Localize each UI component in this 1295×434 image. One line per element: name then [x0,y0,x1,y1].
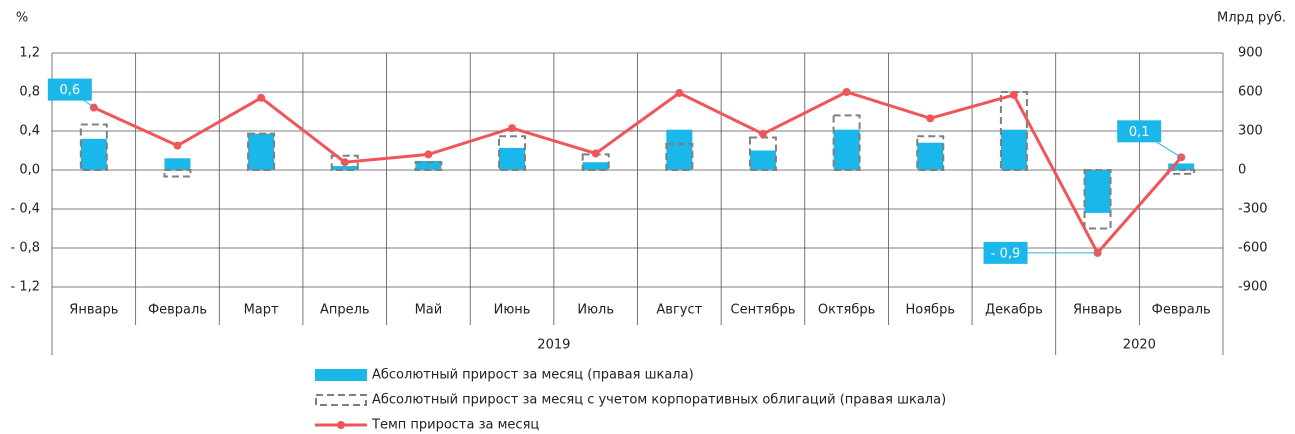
x-tick-label: Ноябрь [906,303,955,318]
y2-tick-label: 0 [1238,163,1246,178]
bar [582,162,609,170]
legend-swatch [315,394,367,406]
y2-tick-label: 300 [1238,124,1263,139]
x-tick-label: Февраль [148,303,207,318]
bar [666,129,693,170]
dashed-bar [79,123,108,171]
bar [1084,170,1111,213]
dashed-bar [163,169,192,178]
bar [749,150,776,170]
x-tick-label: Октябрь [818,303,875,318]
x-tick-label: Апрель [320,303,370,318]
label-box [47,78,92,101]
legend-swatch [315,369,367,381]
y2-unit-label: Млрд руб. [1217,11,1286,26]
bar [499,147,526,170]
bar [164,158,191,170]
y2-tick-label: 900 [1238,46,1263,61]
line-marker [424,150,433,159]
line-marker [1009,90,1018,99]
x-tick-label: Август [656,303,702,318]
group-label: 2020 [1123,338,1156,353]
dashed-bar [247,132,276,172]
label-box [983,241,1028,264]
label-box [1117,120,1162,143]
line-marker [675,88,684,97]
y2-tick-label: 600 [1238,85,1263,100]
y2-tick-label: -600 [1238,241,1268,256]
dashed-bar [832,114,861,171]
y-tick-label: 0,0 [19,163,40,178]
line [93,90,1183,256]
dashed-bar [1083,169,1112,230]
bar [1168,163,1195,170]
bar [833,129,860,170]
dashed-bar [665,143,694,171]
bar [1000,129,1027,170]
y2-tick-label: -900 [1238,280,1268,295]
line-marker [842,88,851,96]
y-tick-label: - 0,8 [11,241,41,256]
dashed-bar [414,161,443,171]
bar [331,166,358,170]
x-tick-label: Февраль [1152,303,1211,318]
x-tick-label: Декабрь [985,303,1043,318]
line-marker [173,141,182,150]
data-label: - 0,9 [991,246,1021,261]
y-tick-label: 0,8 [19,85,40,100]
y-tick-label: 1,2 [19,46,40,61]
legend-marker [337,421,345,429]
legend-label: Темп прироста за месяц [371,418,539,433]
bar [80,138,107,170]
x-tick-label: Июль [577,303,614,318]
x-tick-label: Январь [1073,303,1122,318]
data-label: 0,1 [1129,125,1150,140]
dashed-bar [330,154,359,171]
y-tick-label: 0,4 [19,124,40,139]
dashed-bar [1167,169,1196,175]
bar [248,133,275,170]
line-marker [926,114,935,123]
legend-label: Абсолютный прирост за месяц (правая шкал… [372,368,694,383]
group-label: 2019 [537,338,570,353]
line-marker [340,158,349,167]
x-tick-label: Сентябрь [731,303,796,318]
x-tick-label: Май [415,303,443,318]
bar [415,160,442,170]
line-marker [758,129,767,138]
data-label: 0,6 [59,83,80,98]
legend-label: Абсолютный прирост за месяц с учетом кор… [372,393,946,408]
y2-tick-label: -300 [1238,202,1268,217]
line-marker [508,124,517,133]
dashed-bar [498,135,527,171]
x-tick-label: Январь [69,303,118,318]
dashed-bar [916,135,945,171]
x-tick-label: Июнь [494,303,531,318]
bar [917,142,944,170]
x-tick-label: Март [244,303,279,318]
y-tick-label: - 1,2 [11,280,41,295]
line-marker [257,93,266,102]
y-unit-label: % [16,11,28,26]
y-tick-label: - 0,4 [11,202,41,217]
line-marker [591,149,600,158]
